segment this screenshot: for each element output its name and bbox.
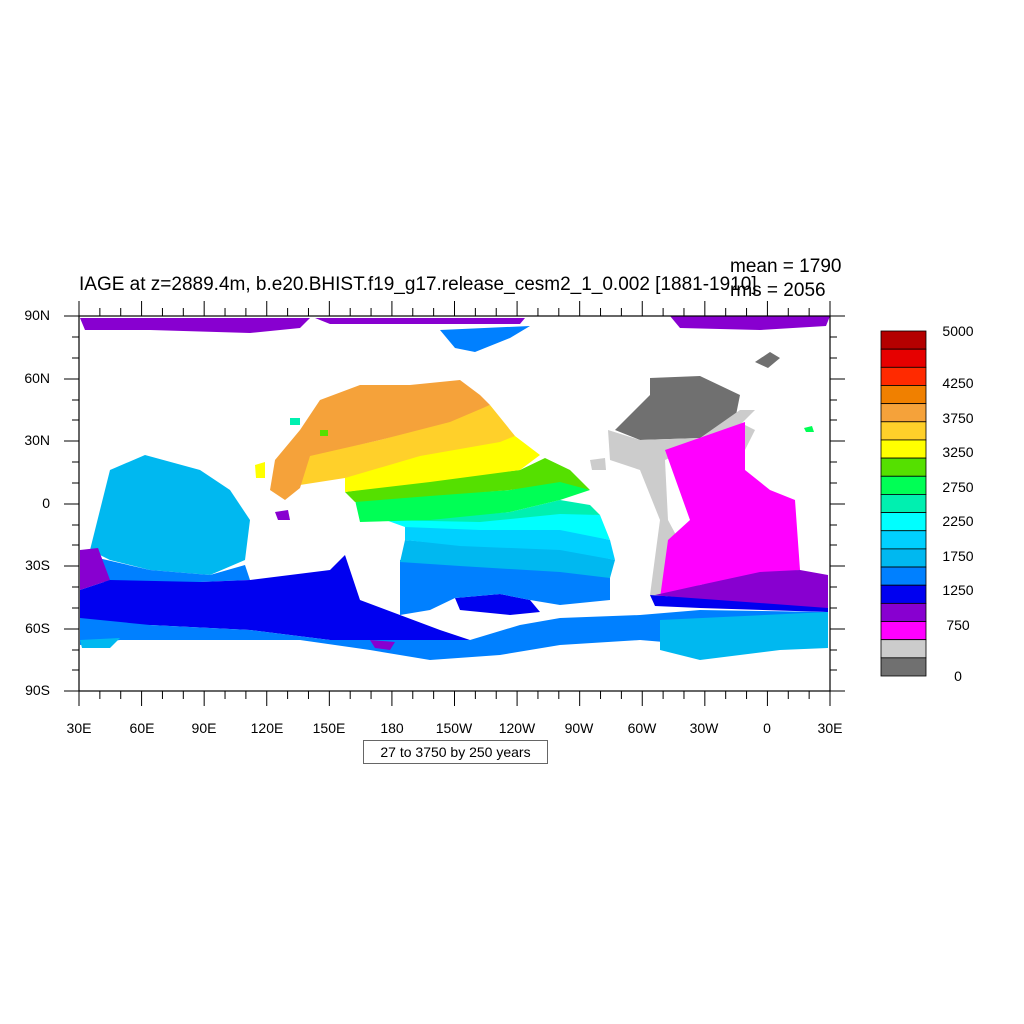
southern-ocean-1750-south — [660, 612, 828, 660]
pacific-3750-orange — [270, 380, 490, 500]
lon-label: 150W — [435, 720, 473, 736]
southern-ocean-deep-blue — [80, 555, 470, 640]
north-atlantic-old-water — [615, 376, 740, 440]
lat-ticks — [64, 315, 845, 692]
gulf-gray — [590, 458, 606, 470]
colorbar-swatch — [880, 621, 927, 641]
pacific-2750-green — [355, 480, 590, 522]
lon-label: 60W — [627, 720, 657, 736]
colorbar-swatch — [880, 421, 927, 441]
lat-label: 90S — [25, 682, 50, 698]
sea-of-japan-yellow — [255, 462, 265, 478]
lat-label: 30S — [25, 557, 50, 573]
colorbar-swatch — [880, 457, 927, 477]
colorbar — [880, 330, 927, 677]
colorbar-label: 3750 — [942, 410, 974, 426]
colorbar-swatch — [880, 366, 927, 386]
arctic-band — [80, 318, 310, 333]
colorbar-label: 5000 — [942, 323, 974, 339]
colorbar-swatch — [880, 403, 927, 423]
small-cyan-patch — [290, 418, 300, 425]
colorbar-swatch — [880, 494, 927, 513]
lon-ticks — [78, 301, 831, 706]
lon-label: 60E — [129, 720, 155, 736]
lon-label: 30W — [689, 720, 719, 736]
pacific-2500 — [370, 500, 600, 522]
plot-title: IAGE at z=2889.4m, b.e20.BHIST.f19_g17.r… — [79, 274, 757, 295]
colorbar-swatch — [880, 602, 927, 622]
colorbar-label: 2250 — [942, 513, 974, 529]
indian-ocean-1250 — [85, 555, 250, 582]
lon-label: 90E — [191, 720, 217, 736]
colorbar-swatch — [880, 548, 927, 568]
lat-label: 60S — [25, 620, 50, 636]
south-atlantic-young-water — [660, 422, 800, 598]
lat-label: 0 — [42, 495, 50, 511]
colorbar-label: 4250 — [942, 375, 974, 391]
colorbar-swatch — [880, 584, 927, 604]
caribbean-purple — [275, 510, 290, 520]
colorbar-label: 750 — [946, 617, 970, 633]
colorbar-swatch — [880, 330, 927, 350]
colorbar-swatch — [880, 475, 927, 495]
south-pacific-deep-blue — [455, 594, 540, 615]
indian-ocean-1750 — [90, 455, 250, 575]
colorbar-label: 1750 — [942, 548, 974, 564]
arctic-strip-mid — [315, 318, 525, 324]
antarctic-edge-purple — [370, 640, 395, 650]
colorbar-label: 2750 — [942, 479, 974, 495]
small-green-patch — [320, 430, 328, 436]
southern-ocean-1250 — [80, 610, 828, 660]
greenland-green-patch — [804, 426, 814, 432]
pacific-3250-yellow — [345, 436, 540, 492]
arctic-band-east — [670, 316, 830, 330]
lon-label: 150E — [312, 720, 346, 736]
pacific-2000 — [405, 525, 615, 560]
colorbar-label: 1250 — [942, 582, 974, 598]
colorbar-label: 3250 — [942, 444, 974, 460]
sw-pacific-1750 — [80, 638, 120, 648]
colorbar-swatch — [880, 385, 927, 405]
colorbar-swatch — [880, 566, 927, 586]
sw-indian-purple — [80, 548, 110, 590]
colorbar-swatch — [880, 439, 927, 459]
contour-info-box: 27 to 3750 by 250 years — [363, 740, 548, 764]
pacific-3000-limegreen — [345, 458, 590, 502]
rms-stat: rms = 2056 — [730, 280, 826, 301]
lon-label: 180 — [380, 720, 404, 736]
pacific-3500-lightorange — [300, 405, 515, 485]
colorbar-label: 0 — [954, 668, 962, 684]
colorbar-swatch — [880, 512, 927, 532]
lon-label: 0 — [763, 720, 771, 736]
atlantic-purple-band — [655, 570, 828, 612]
pacific-2250 — [380, 512, 610, 540]
mediterranean-gray — [755, 352, 780, 368]
colorbar-swatch — [880, 348, 927, 368]
lon-label: 90W — [564, 720, 594, 736]
arctic-blue-patch — [440, 326, 530, 352]
lon-label: 120W — [498, 720, 536, 736]
pacific-1250 — [400, 560, 610, 615]
lon-label: 30E — [66, 720, 92, 736]
lat-label: 60N — [24, 370, 50, 386]
colorbar-swatch — [880, 639, 927, 659]
atlantic-gray-band — [608, 410, 755, 600]
lat-label: 30N — [24, 432, 50, 448]
colorbar-swatch — [880, 530, 927, 550]
ocean-field — [80, 316, 830, 660]
mean-stat: mean = 1790 — [730, 256, 842, 277]
lon-label: 120E — [250, 720, 284, 736]
lon-label: 30E — [817, 720, 843, 736]
drake-deep-blue — [650, 595, 828, 612]
colorbar-swatch — [880, 657, 927, 677]
lat-label: 90N — [24, 307, 50, 323]
